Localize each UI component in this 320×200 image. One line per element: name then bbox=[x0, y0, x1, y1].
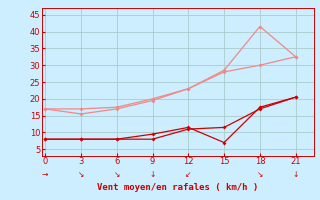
Text: →: → bbox=[42, 170, 48, 179]
Text: ↙: ↙ bbox=[185, 170, 192, 179]
Text: ↘: ↘ bbox=[114, 170, 120, 179]
Text: ↘: ↘ bbox=[78, 170, 84, 179]
Text: ↓: ↓ bbox=[292, 170, 299, 179]
Text: ↘: ↘ bbox=[257, 170, 263, 179]
Text: ↓: ↓ bbox=[149, 170, 156, 179]
X-axis label: Vent moyen/en rafales ( km/h ): Vent moyen/en rafales ( km/h ) bbox=[97, 183, 258, 192]
